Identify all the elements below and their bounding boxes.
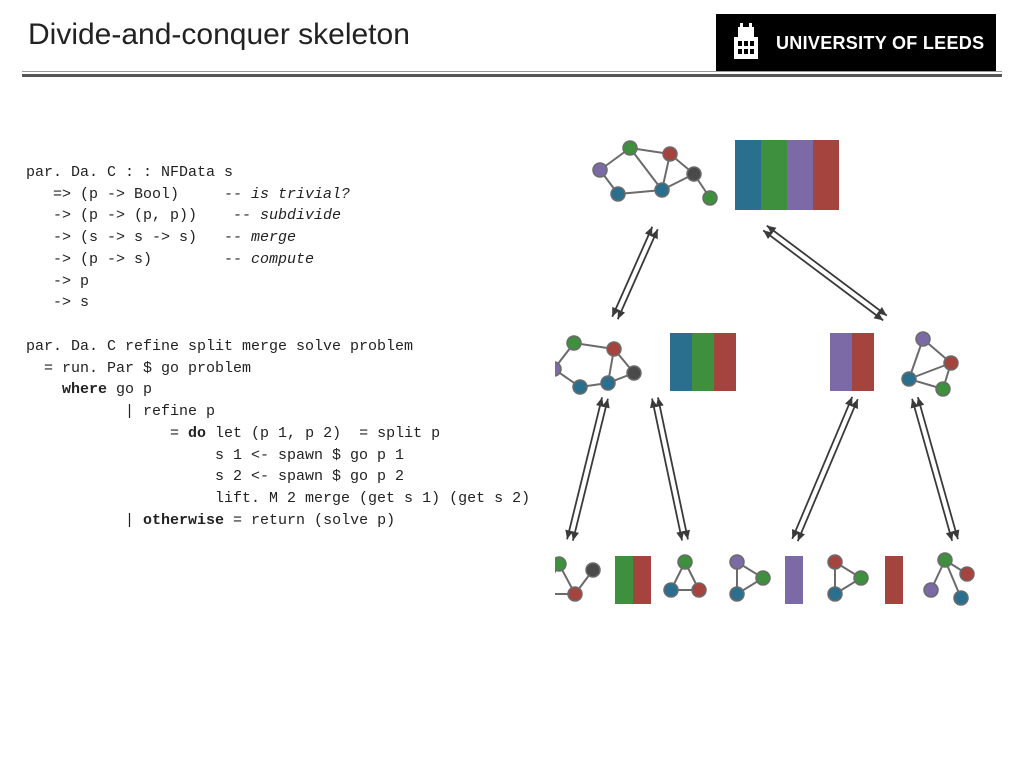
code-block: par. Da. C : : NFData s => (p -> Bool) -…	[26, 140, 530, 532]
code-line: -> (p -> (p, p))	[26, 207, 197, 224]
code-line: lift. M 2 merge (get s 1) (get s 2)	[26, 490, 530, 507]
code-line: -> p	[26, 273, 89, 290]
code-line: -> s	[26, 294, 89, 311]
code-comment: -- merge	[197, 229, 296, 246]
code-line: |	[26, 512, 143, 529]
code-line: par. Da. C : : NFData s	[26, 164, 233, 181]
code-line: => (p -> Bool)	[26, 186, 179, 203]
code-comment: -- is trivial?	[179, 186, 350, 203]
code-line: -> (s -> s -> s)	[26, 229, 197, 246]
code-line: | refine p	[26, 403, 215, 420]
header-rule	[22, 74, 1002, 77]
leeds-tower-icon	[726, 23, 766, 63]
code-line: = return (solve p)	[224, 512, 395, 529]
code-line: s 1 <- spawn $ go p 1	[26, 447, 404, 464]
code-line: par. Da. C refine split merge solve prob…	[26, 338, 413, 355]
code-line: let (p 1, p 2) = split p	[206, 425, 440, 442]
slide-header: Divide-and-conquer skeleton UNIVERSITY O…	[0, 0, 1024, 78]
code-line: go p	[107, 381, 152, 398]
logo-text: UNIVERSITY OF LEEDS	[776, 33, 984, 54]
tree-diagram	[555, 130, 1015, 700]
code-line: = run. Par $ go problem	[26, 360, 251, 377]
code-keyword: where	[26, 381, 107, 398]
code-line: -> (p -> s)	[26, 251, 152, 268]
code-keyword: do	[188, 425, 206, 442]
code-comment: -- compute	[152, 251, 314, 268]
code-keyword: otherwise	[143, 512, 224, 529]
university-logo: UNIVERSITY OF LEEDS	[716, 14, 996, 72]
code-line: s 2 <- spawn $ go p 2	[26, 468, 404, 485]
code-line: =	[26, 425, 188, 442]
code-comment: -- subdivide	[197, 207, 341, 224]
